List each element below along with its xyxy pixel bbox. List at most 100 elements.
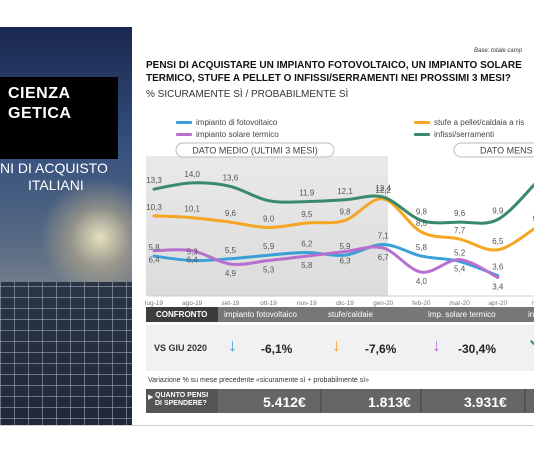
x-tick-set-19: set-19 — [221, 300, 239, 307]
spend-bar: ▶ QUANTO PENSI DI SPENDERE? 5.412€ 1.813… — [146, 389, 534, 413]
arrow-down-icon: ↓ — [228, 335, 237, 355]
data-label-impianto-solare-termico-6: 6,7 — [378, 253, 390, 262]
data-label-impianto-di-fotovoltaico-7: 5,8 — [416, 243, 428, 252]
data-label-infissi-serramenti-6: 12,4 — [375, 184, 391, 193]
confronto-col-stufe: stufe/caldaie — [322, 307, 426, 322]
x-tick-mar-20: mar-20 — [449, 300, 470, 307]
data-label-stufe-a-pellet-caldaia-a-ris-2: 9,6 — [225, 209, 237, 218]
data-label-impianto-solare-termico-5: 6,3 — [339, 257, 351, 266]
cover-image: CIENZA GETICA NI DI ACQUISTO ITALIANI — [0, 27, 132, 425]
cover-title-line2: GETICA — [8, 105, 72, 122]
arrow-down-icon: ↓ — [432, 335, 441, 355]
data-label-stufe-a-pellet-caldaia-a-ris-4: 9,5 — [301, 210, 313, 219]
data-label-impianto-solare-termico-0: 6,4 — [148, 256, 160, 265]
spend-cell-infissi — [526, 389, 534, 413]
legend-swatch-infissi — [414, 133, 430, 137]
data-label-impianto-solare-termico-2: 4,9 — [225, 269, 237, 278]
spend-label: QUANTO PENSI DI SPENDERE? — [155, 392, 208, 408]
data-label-stufe-a-pellet-caldaia-a-ris-6: 12,2 — [375, 186, 391, 195]
x-tick-gen-20: gen-20 — [373, 300, 394, 307]
question-title-line2: TERMICO, STUFE A PELLET O INFISSI/SERRAM… — [146, 73, 511, 84]
data-label-impianto-di-fotovoltaico-5: 5,9 — [339, 242, 351, 251]
legend-swatch-stufe — [414, 121, 430, 125]
data-label-impianto-solare-termico-1: 6,4 — [187, 256, 199, 265]
legend-label-infissi: infissi/serramenti — [434, 130, 495, 139]
data-label-infissi-serramenti-7: 9,8 — [416, 207, 428, 216]
section-pill-average — [175, 142, 335, 158]
arrow-icon: ↘ — [528, 336, 534, 354]
data-label-infissi-serramenti-2: 13,6 — [223, 173, 239, 182]
spend-cell-stufe — [322, 389, 420, 413]
change-fotovoltaico: -6,1% — [261, 342, 293, 356]
data-label-stufe-a-pellet-caldaia-a-ris-0: 10,3 — [146, 203, 162, 212]
data-label-infissi-serramenti-1: 14,0 — [184, 170, 200, 179]
data-label-infissi-serramenti-0: 13,3 — [146, 176, 162, 185]
question-title-line1: PENSI DI ACQUISTARE UN IMPIANTO FOTOVOLT… — [146, 60, 522, 71]
sun-glow — [40, 177, 132, 297]
data-label-impianto-di-fotovoltaico-4: 6,2 — [301, 240, 313, 249]
x-tick-nov-19: nov-19 — [297, 300, 317, 307]
line-chart: DATO MEDIO (ULTIMI 3 MESI) DATO MENS 5,8… — [145, 142, 534, 307]
spend-fotovoltaico: 5.412€ — [263, 394, 306, 410]
legend-label-stufe: stufe a pellet/caldaia a ris — [434, 118, 525, 127]
data-label-impianto-solare-termico-8: 5,4 — [454, 265, 466, 274]
x-tick-feb-20: feb-20 — [412, 300, 431, 307]
change-solare: -30,4% — [458, 342, 497, 356]
comparison-row-label: VS GIU 2020 — [154, 343, 208, 353]
bottom-divider — [0, 425, 534, 426]
solar-panels-image — [0, 282, 132, 425]
x-tick-dic-19: dic-19 — [336, 300, 354, 307]
x-tick-labels: lug-19 ago-19 set-19 ott-19 nov-19 dic-19 gen-… — [145, 300, 534, 307]
series-line-infissi-serramenti — [152, 181, 534, 225]
section-pill-monthly — [453, 142, 534, 158]
legend-item-solare: impianto solare termico — [176, 130, 279, 139]
data-label-impianto-di-fotovoltaico-9: 3,6 — [492, 263, 504, 272]
x-tick-ma: ma — [531, 300, 534, 307]
x-tick-apr-20: apr-20 — [488, 300, 507, 307]
arrow-down-icon: ↓ — [332, 335, 341, 355]
data-label-infissi-serramenti-5: 12,1 — [337, 187, 353, 196]
section-label-average: DATO MEDIO (ULTIMI 3 MESI) — [192, 146, 318, 156]
section-labels: DATO MEDIO (ULTIMI 3 MESI) DATO MENS — [175, 142, 534, 158]
data-label-stufe-a-pellet-caldaia-a-ris-1: 10,1 — [184, 205, 200, 214]
confronto-label: CONFRONTO — [146, 307, 226, 322]
legend-swatch-fotovoltaico — [176, 121, 192, 125]
data-label-impianto-di-fotovoltaico-2: 5,5 — [225, 246, 237, 255]
data-label-impianto-solare-termico-7: 4,0 — [416, 277, 428, 286]
confronto-col-fotovoltaico: impianto fotovoltaico — [218, 307, 326, 322]
chevron-right-icon: ▶ — [148, 394, 154, 401]
data-label-infissi-serramenti-8: 9,6 — [454, 209, 466, 218]
data-label-infissi-serramenti-4: 11,9 — [299, 189, 315, 198]
spend-solare: 3.931€ — [464, 394, 507, 410]
data-label-impianto-solare-termico-4: 5,8 — [301, 261, 313, 270]
x-tick-ago-19: ago-19 — [182, 300, 203, 307]
legend-label-fotovoltaico: impianto di fotovoltaico — [196, 118, 278, 127]
question-subtitle: % SICURAMENTE SÌ / PROBABILMENTE SÌ — [146, 89, 349, 100]
series-line-stufe-a-pellet-caldaia-a-ris — [152, 197, 534, 252]
data-label-infissi-serramenti-9: 9,9 — [492, 207, 504, 216]
cover-subtitle-line2: ITALIANI — [28, 177, 84, 193]
data-label-impianto-di-fotovoltaico-1: 5,3 — [187, 248, 199, 257]
data-label-stufe-a-pellet-caldaia-a-ris-5: 9,8 — [339, 207, 351, 216]
spend-label-line2: DI SPENDERE? — [155, 400, 207, 407]
legend-swatch-solare — [176, 133, 192, 137]
legend-item-infissi: infissi/serramenti — [414, 130, 494, 139]
confronto-col-infissi: in — [526, 307, 534, 322]
data-label-impianto-di-fotovoltaico-8: 5,2 — [454, 248, 466, 257]
data-label-impianto-di-fotovoltaico-0: 5,8 — [148, 243, 160, 252]
data-label-impianto-di-fotovoltaico-3: 5,9 — [263, 242, 275, 251]
series-lines — [152, 181, 534, 279]
data-label-impianto-solare-termico-3: 5,3 — [263, 266, 275, 275]
x-tick-ott-19: ott-19 — [260, 300, 277, 307]
series-line-impianto-solare-termico — [152, 245, 500, 279]
legend-item-stufe: stufe a pellet/caldaia a ris — [414, 118, 524, 127]
question-title: PENSI DI ACQUISTARE UN IMPIANTO FOTOVOLT… — [146, 59, 522, 85]
legend-item-fotovoltaico: impianto di fotovoltaico — [176, 118, 277, 127]
data-label-stufe-a-pellet-caldaia-a-ris-10: 9, — [533, 215, 534, 224]
cover-title-line1: CIENZA — [8, 85, 71, 102]
x-tick-lug-19: lug-19 — [145, 300, 163, 307]
spend-cell-solare — [422, 389, 524, 413]
section-label-monthly: DATO MENS — [480, 146, 533, 156]
spend-label-line1: QUANTO PENSI — [155, 392, 209, 399]
title-box: CIENZA GETICA — [0, 77, 118, 159]
